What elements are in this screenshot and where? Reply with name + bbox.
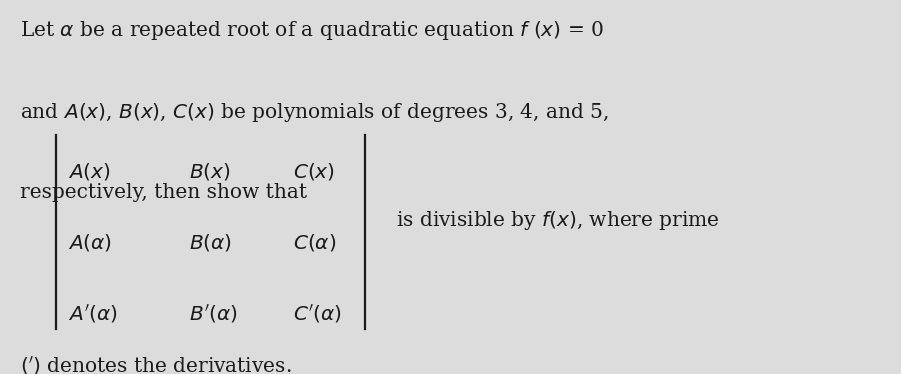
Text: $A'(\alpha)$: $A'(\alpha)$	[68, 303, 117, 325]
Text: and $A(x)$, $B(x)$, $C(x)$ be polynomials of degrees 3, 4, and 5,: and $A(x)$, $B(x)$, $C(x)$ be polynomial…	[20, 101, 609, 124]
Text: Let $\alpha$ be a repeated root of a quadratic equation $f$ $(x)$ = 0: Let $\alpha$ be a repeated root of a qua…	[20, 19, 604, 42]
Text: $B(x)$: $B(x)$	[189, 161, 231, 182]
Text: is divisible by $f(x)$, where prime: is divisible by $f(x)$, where prime	[396, 209, 720, 232]
Text: $A(\alpha)$: $A(\alpha)$	[68, 232, 112, 253]
Text: $B(\alpha)$: $B(\alpha)$	[189, 232, 232, 253]
Text: $A(x)$: $A(x)$	[68, 161, 110, 182]
Text: $C'(\alpha)$: $C'(\alpha)$	[293, 303, 341, 325]
Text: $B'(\alpha)$: $B'(\alpha)$	[189, 303, 238, 325]
Text: $C(\alpha)$: $C(\alpha)$	[293, 232, 336, 253]
Text: respectively, then show that: respectively, then show that	[20, 183, 307, 202]
Text: $(')$ denotes the derivatives.: $(')$ denotes the derivatives.	[20, 355, 291, 374]
Text: $C(x)$: $C(x)$	[293, 161, 335, 182]
